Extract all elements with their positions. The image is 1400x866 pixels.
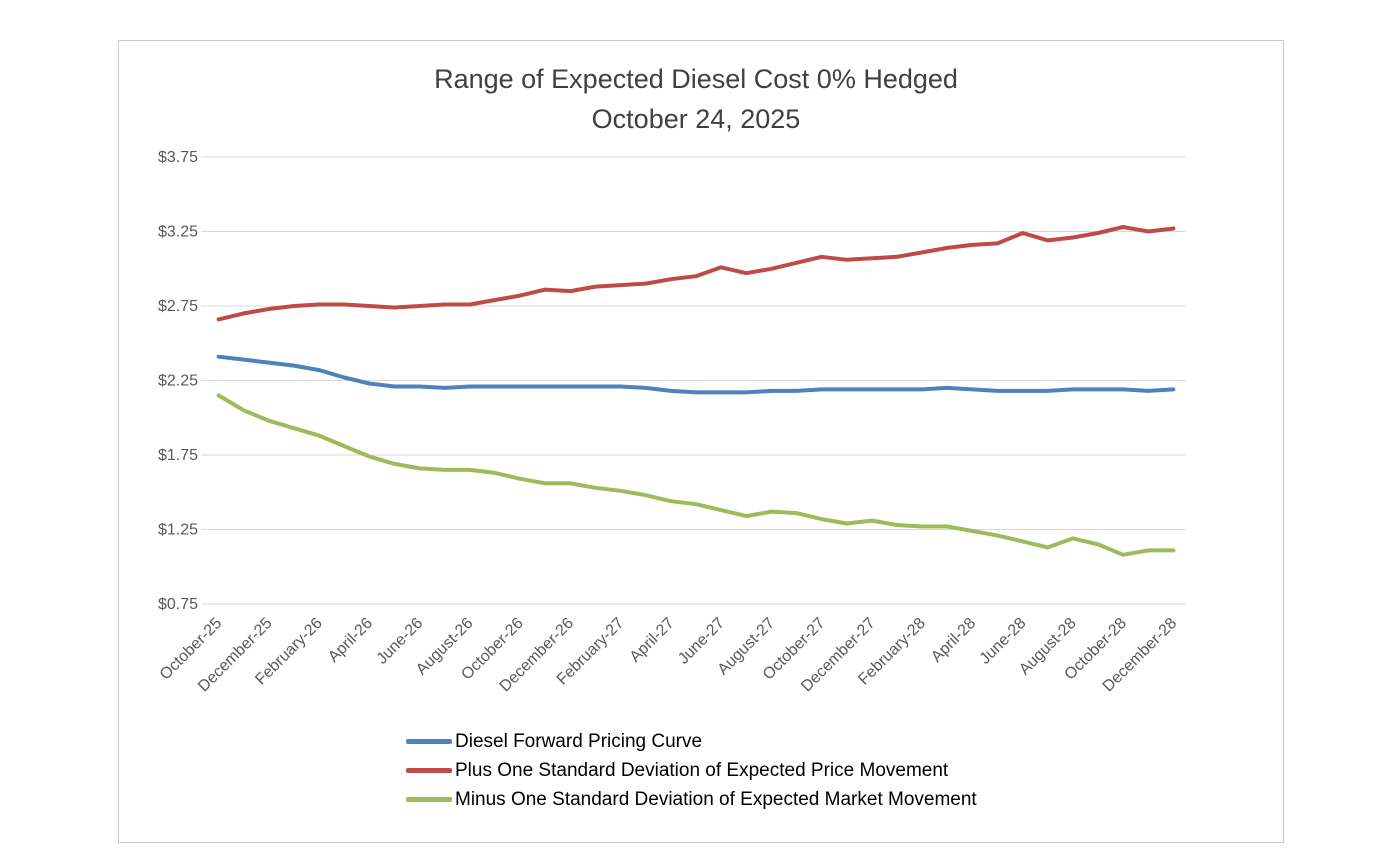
legend-item-minus-one-std: Minus One Standard Deviation of Expected… [406,785,977,814]
minus-one-std-line [216,393,1176,557]
x-axis-tick-label: April-27 [627,615,678,666]
chart-title-line2: October 24, 2025 [591,104,801,134]
legend-label-plus-one-std: Plus One Standard Deviation of Expected … [455,759,949,781]
chart-card: Range of Expected Diesel Cost 0% Hedged … [118,40,1284,843]
y-axis-tick-label: $2.75 [158,298,198,315]
chart-title-line1: Range of Expected Diesel Cost 0% Hedged [434,64,958,94]
y-axis-tick-label: $0.75 [158,596,198,613]
y-axis-tick-label: $3.75 [158,149,198,166]
plus-one-std-line-swatch [406,768,452,773]
x-axis-tick-label: April-26 [325,615,376,666]
chart-legend: Diesel Forward Pricing Curve Plus One St… [406,727,977,814]
y-axis-tick-label: $2.25 [158,373,198,390]
x-axis-tick-label: April-28 [928,615,979,666]
diesel-cost-line-chart: $0.75$1.25$1.75$2.25$2.75$3.25$3.75Octob… [157,149,1186,695]
forward-curve-line [216,354,1176,395]
forward-curve-line-swatch [406,739,452,744]
chart-title: Range of Expected Diesel Cost 0% Hedged … [206,59,1186,139]
y-axis-tick-label: $1.25 [158,522,198,539]
legend-label-forward-curve: Diesel Forward Pricing Curve [455,730,703,752]
legend-item-forward-curve: Diesel Forward Pricing Curve [406,727,977,756]
y-axis-tick-label: $3.25 [158,224,198,241]
y-axis-tick-label: $1.75 [158,447,198,464]
plus-one-std-line [216,225,1176,322]
legend-label-minus-one-std: Minus One Standard Deviation of Expected… [455,788,977,810]
legend-item-plus-one-std: Plus One Standard Deviation of Expected … [406,756,977,785]
minus-one-std-line-swatch [406,797,452,802]
